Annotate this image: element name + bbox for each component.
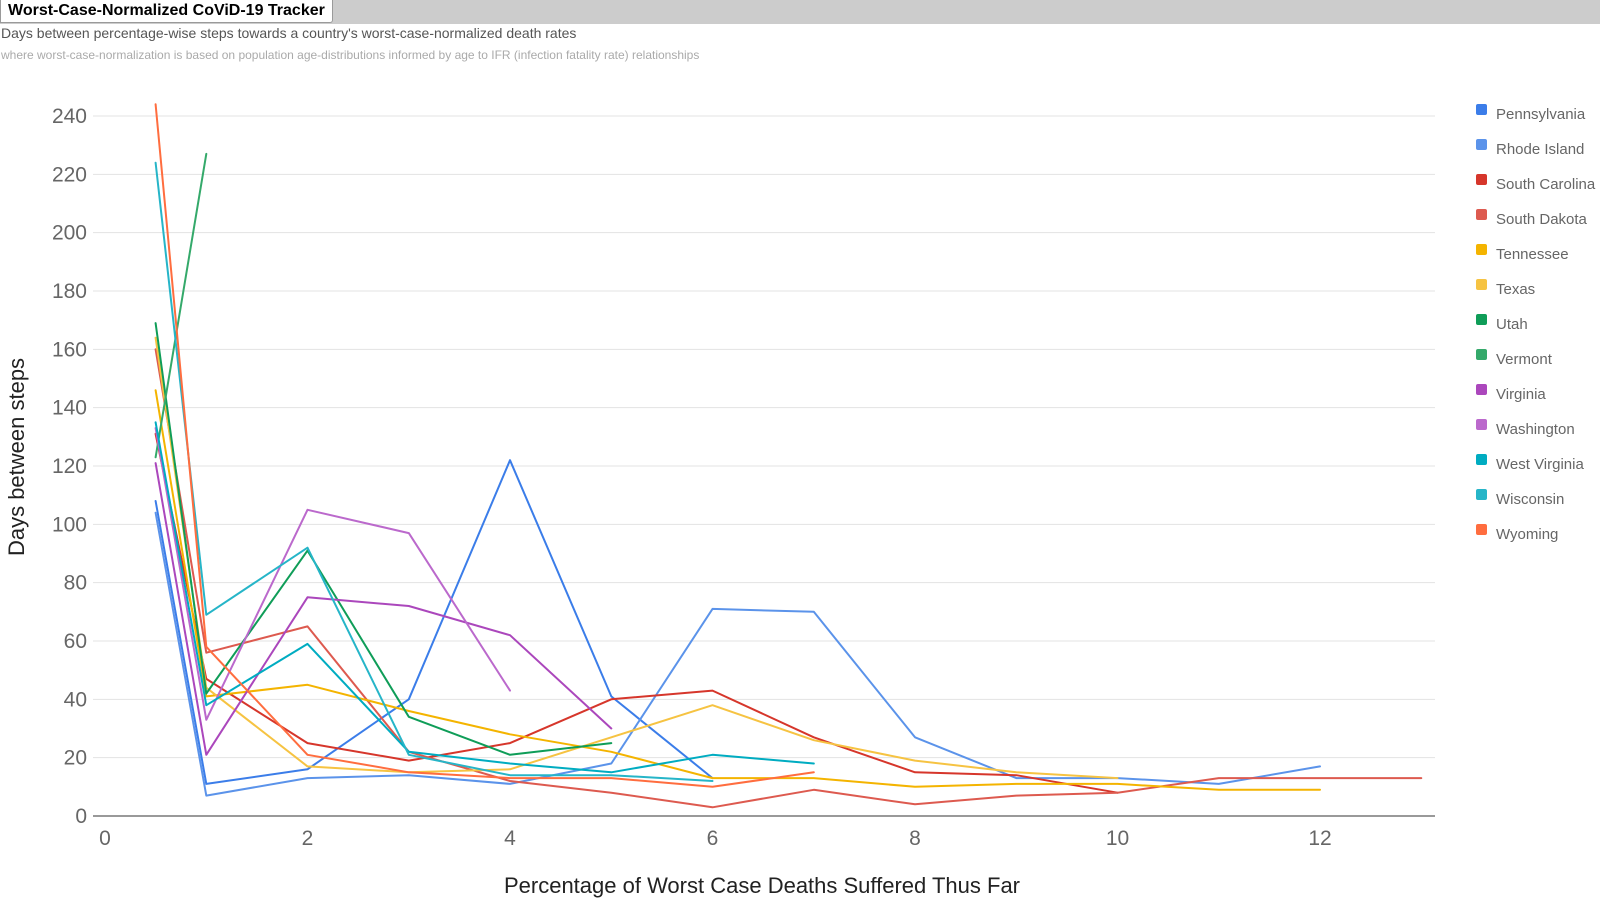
legend-swatch-utah xyxy=(1476,314,1487,325)
y-tick-label: 140 xyxy=(52,397,87,420)
page-title: Worst-Case-Normalized CoViD-19 Tracker xyxy=(0,0,333,23)
series-line-south-carolina xyxy=(154,432,1119,794)
legend-swatch-west-virginia xyxy=(1476,454,1487,465)
y-axis-title: Days between steps xyxy=(4,358,29,556)
grid xyxy=(93,115,1435,817)
y-tick-labels: 0 20 40 60 80 100 120 140 160 180 200 220 240 xyxy=(52,105,87,828)
y-tick-label: 0 xyxy=(75,805,87,828)
x-axis-title: Percentage of Worst Case Deaths Suffered… xyxy=(504,873,1020,898)
legend-label-rhode-island: Rhode Island xyxy=(1496,141,1584,158)
legend-label-washington: Washington xyxy=(1496,421,1575,438)
y-tick-label: 80 xyxy=(64,572,87,595)
series-line-utah xyxy=(154,322,613,756)
legend-swatch-south-dakota xyxy=(1476,209,1487,220)
legend-label-wyoming: Wyoming xyxy=(1496,526,1558,543)
series-line-virginia xyxy=(154,462,613,756)
chart-note: where worst-case-normalization is based … xyxy=(1,48,700,62)
series-line-texas xyxy=(154,336,1119,780)
y-tick-label: 120 xyxy=(52,455,87,478)
x-tick-label: 2 xyxy=(302,827,314,850)
x-tick-label: 8 xyxy=(909,827,921,850)
legend-label-wisconsin: Wisconsin xyxy=(1496,491,1564,508)
legend-swatch-washington xyxy=(1476,419,1487,430)
legend-label-west-virginia: West Virginia xyxy=(1496,456,1584,473)
x-tick-label: 6 xyxy=(707,827,719,850)
y-tick-label: 200 xyxy=(52,222,87,245)
legend-label-pennsylvania: Pennsylvania xyxy=(1496,106,1586,123)
legend-label-south-carolina: South Carolina xyxy=(1496,176,1596,193)
legend-swatch-virginia xyxy=(1476,384,1487,395)
x-tick-label: 4 xyxy=(504,827,516,850)
series-line-vermont xyxy=(154,152,208,459)
x-tick-label: 12 xyxy=(1308,827,1331,850)
y-tick-label: 20 xyxy=(64,747,87,770)
y-tick-label: 100 xyxy=(52,513,87,536)
series-line-washington xyxy=(154,427,511,721)
x-tick-label: 0 xyxy=(99,827,111,850)
x-tick-labels: 0 2 4 6 8 10 12 xyxy=(99,827,1332,850)
legend-swatch-tennessee xyxy=(1476,244,1487,255)
y-tick-label: 180 xyxy=(52,280,87,303)
series-line-south-dakota xyxy=(154,348,1423,809)
series-line-tennessee xyxy=(154,389,1321,791)
legend-label-utah: Utah xyxy=(1496,316,1528,333)
legend-label-virginia: Virginia xyxy=(1496,386,1546,403)
legend-label-south-dakota: South Dakota xyxy=(1496,211,1588,228)
series-line-pennsylvania xyxy=(154,459,714,785)
legend-swatch-south-carolina xyxy=(1476,174,1487,185)
legend-swatch-wisconsin xyxy=(1476,489,1487,500)
legend-label-vermont: Vermont xyxy=(1496,351,1553,368)
legend-label-texas: Texas xyxy=(1496,281,1535,298)
y-tick-label: 240 xyxy=(52,105,87,128)
y-tick-label: 60 xyxy=(64,630,87,653)
series-line-west-virginia xyxy=(154,421,815,774)
y-tick-label: 220 xyxy=(52,163,87,186)
chart-subtitle: Days between percentage-wise steps towar… xyxy=(1,25,577,41)
legend-swatch-rhode-island xyxy=(1476,139,1487,150)
legend-label-tennessee: Tennessee xyxy=(1496,246,1569,263)
legend: Pennsylvania Rhode Island South Carolina So… xyxy=(1476,104,1596,543)
series-line-wisconsin xyxy=(154,161,714,782)
legend-swatch-wyoming xyxy=(1476,524,1487,535)
y-tick-label: 160 xyxy=(52,338,87,361)
series-line-wyoming xyxy=(154,103,815,788)
legend-swatch-texas xyxy=(1476,279,1487,290)
legend-swatch-vermont xyxy=(1476,349,1487,360)
x-tick-label: 10 xyxy=(1106,827,1129,850)
y-tick-label: 40 xyxy=(64,688,87,711)
series-lines xyxy=(154,103,1423,809)
legend-swatch-pennsylvania xyxy=(1476,104,1487,115)
